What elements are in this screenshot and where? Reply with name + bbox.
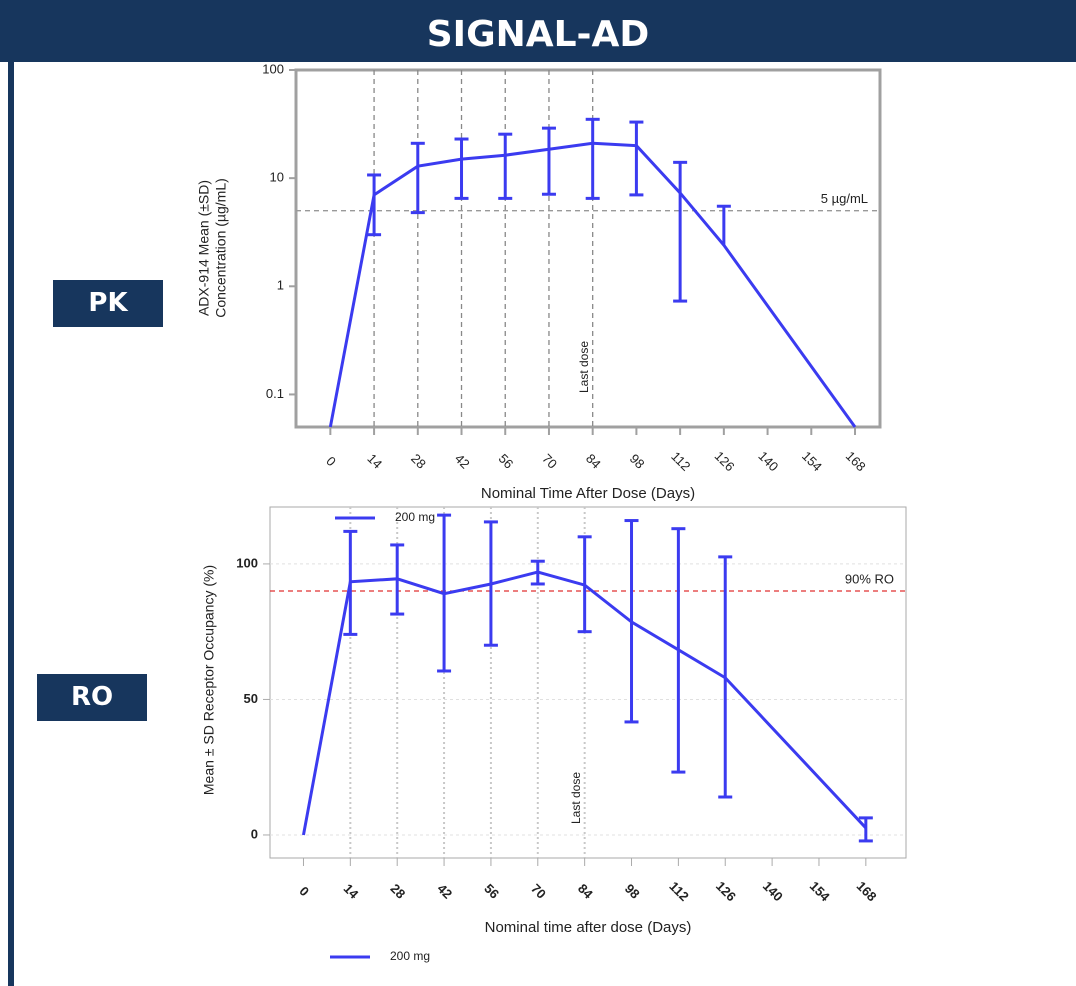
y-tick-label: 10 (270, 170, 284, 185)
legend-label: 200 mg (395, 510, 435, 524)
x-tick-label: 0 (323, 453, 339, 469)
y-tick-label: 0.1 (266, 386, 284, 401)
reference-label: 90% RO (845, 571, 894, 586)
y-tick-label: 100 (262, 61, 284, 76)
reference-label: 5 µg/mL (821, 191, 868, 206)
x-tick-label: 168 (843, 448, 869, 474)
x-tick-label: 126 (712, 448, 738, 474)
x-tick-label: 56 (496, 451, 517, 472)
plot-frame (269, 506, 907, 859)
legend-label: 200 mg (390, 949, 430, 963)
x-tick-label: 14 (341, 881, 362, 902)
side-bar (8, 62, 14, 986)
y-axis-label: Concentration (µg/mL) (213, 178, 229, 318)
x-tick-label: 112 (668, 449, 693, 474)
x-tick-label: 140 (760, 878, 786, 904)
x-tick-label: 70 (528, 881, 549, 902)
y-tick-label: 1 (277, 278, 284, 293)
x-tick-label: 112 (666, 879, 691, 904)
x-tick-label: 28 (408, 451, 429, 472)
x-tick-label: 84 (575, 881, 596, 902)
x-tick-label: 154 (799, 448, 825, 474)
x-tick-label: 70 (539, 451, 560, 472)
x-tick-label: 140 (755, 448, 781, 474)
x-tick-label: 42 (452, 451, 473, 472)
y-axis-label: ADX-914 Mean (±SD) (196, 180, 212, 316)
x-tick-label: 98 (622, 881, 643, 902)
annotation: Last dose (569, 772, 583, 824)
y-tick-label: 100 (236, 555, 258, 570)
x-tick-label: 126 (713, 878, 739, 904)
x-axis-label: Nominal Time After Dose (Days) (481, 485, 695, 502)
x-tick-label: 14 (364, 451, 385, 472)
x-tick-label: 98 (627, 451, 648, 472)
x-tick-label: 28 (388, 881, 409, 902)
header-title: SIGNAL-AD (0, 0, 1076, 62)
x-tick-label: 154 (807, 878, 833, 904)
section-label: PK (53, 280, 163, 327)
y-tick-label: 50 (244, 691, 258, 706)
x-tick-label: 84 (583, 451, 604, 472)
y-axis-label: Mean ± SD Receptor Occupancy (%) (201, 565, 217, 795)
x-axis-label: Nominal time after dose (Days) (485, 919, 692, 936)
annotation: Last dose (577, 341, 591, 393)
x-tick-label: 42 (434, 881, 455, 902)
plot-frame (294, 68, 882, 429)
x-tick-label: 56 (481, 881, 502, 902)
section-label: RO (37, 674, 147, 721)
y-tick-label: 0 (251, 826, 258, 841)
x-tick-label: 168 (854, 878, 880, 904)
x-tick-label: 0 (296, 883, 312, 899)
